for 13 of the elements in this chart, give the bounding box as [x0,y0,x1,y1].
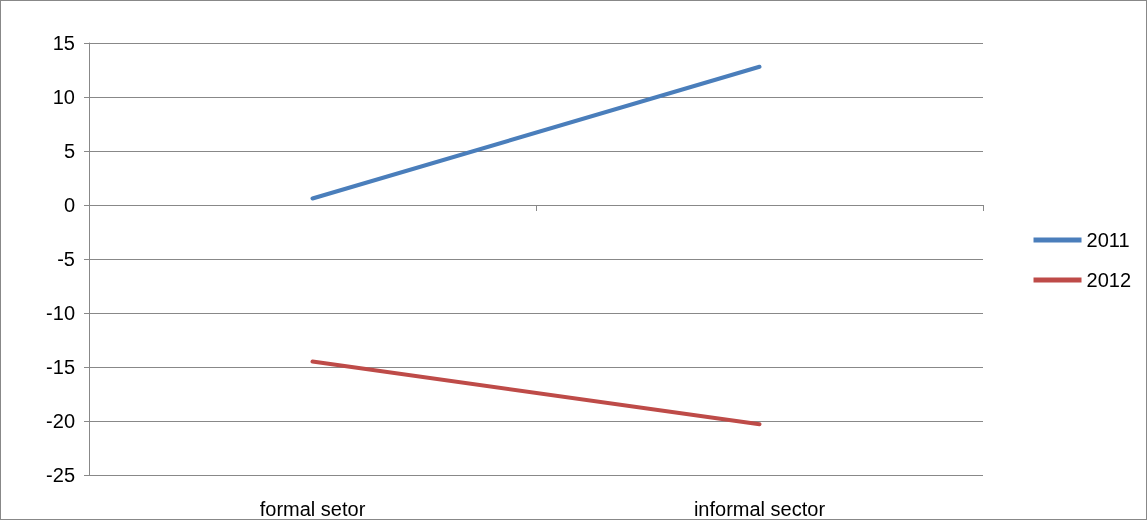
y-tick-label: 15 [52,32,75,54]
y-tick-label: 5 [63,140,75,162]
legend-label: 2011 [1086,229,1130,251]
y-tick-label: -20 [46,410,75,432]
y-tick-label: -5 [57,248,75,270]
x-tick-label: formal setor [259,498,366,520]
y-tick-label: -25 [46,464,75,486]
y-tick-label: 10 [52,86,75,108]
y-tick-label: -15 [46,356,75,378]
y-tick-label: -10 [46,302,75,324]
legend-label: 2012 [1086,269,1132,291]
x-tick-label: informal sector [693,498,826,520]
y-tick-label: 0 [63,194,75,216]
